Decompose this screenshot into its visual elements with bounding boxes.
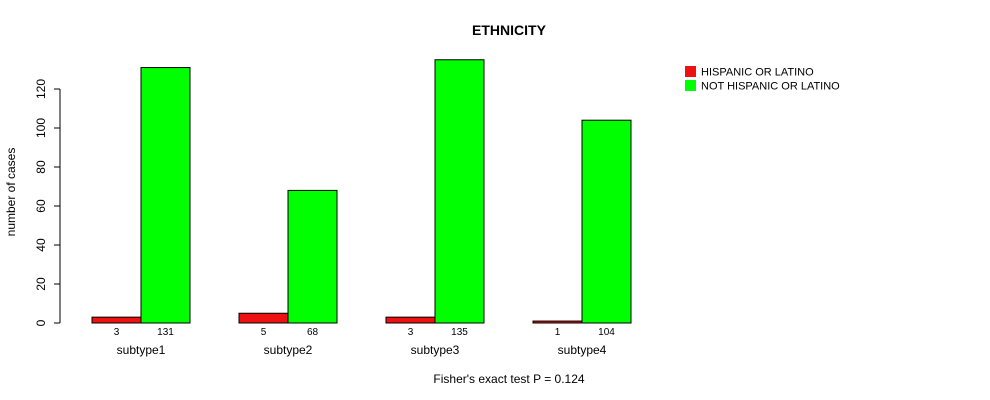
y-tick-label: 120: [34, 79, 48, 99]
bar-value-label: 131: [157, 327, 174, 338]
legend-label: NOT HISPANIC OR LATINO: [701, 81, 840, 93]
bars-group: 3 131 subtype1 5 68 subtype2 3 135 subtype3 1 104 s…: [91, 59, 632, 357]
fisher-test-footnote: Fisher's exact test P = 0.124: [433, 372, 584, 386]
bar-subtype4-hispanic: [532, 320, 583, 324]
category-label: subtype1: [117, 343, 166, 357]
bar-value-label: 135: [451, 327, 468, 338]
bar-value-label: 3: [408, 327, 414, 338]
y-tick-label: 40: [34, 238, 48, 252]
category-label: subtype4: [558, 343, 607, 357]
y-tick-label: 60: [34, 199, 48, 213]
legend-swatch: [685, 80, 696, 91]
legend: HISPANIC OR LATINO NOT HISPANIC OR LATINO: [685, 66, 840, 93]
bar-subtype2-not-hispanic: [287, 189, 338, 324]
bar-subtype1-not-hispanic: [140, 67, 191, 324]
legend-label: HISPANIC OR LATINO: [701, 67, 814, 79]
bar-subtype3-not-hispanic: [434, 59, 485, 324]
bar-value-label: 3: [114, 327, 120, 338]
y-axis-label: number of cases: [4, 148, 18, 237]
bar-subtype3-hispanic: [385, 316, 436, 324]
y-axis: 0 20 40 60 80 100 120: [34, 79, 61, 326]
bar-subtype2-hispanic: [238, 312, 289, 324]
legend-swatch: [685, 66, 696, 77]
y-tick-label: 100: [34, 118, 48, 138]
bar-value-label: 68: [307, 327, 319, 338]
bar-value-label: 1: [555, 327, 561, 338]
chart-title: ETHNICITY: [472, 22, 547, 38]
y-tick-label: 0: [34, 319, 48, 326]
category-label: subtype3: [411, 343, 460, 357]
bar-value-label: 5: [261, 327, 267, 338]
bar-subtype4-not-hispanic: [581, 119, 632, 324]
y-tick-label: 80: [34, 160, 48, 174]
bar-subtype1-hispanic: [91, 316, 142, 324]
y-tick-label: 20: [34, 277, 48, 291]
category-label: subtype2: [264, 343, 313, 357]
bar-value-label: 104: [598, 327, 615, 338]
